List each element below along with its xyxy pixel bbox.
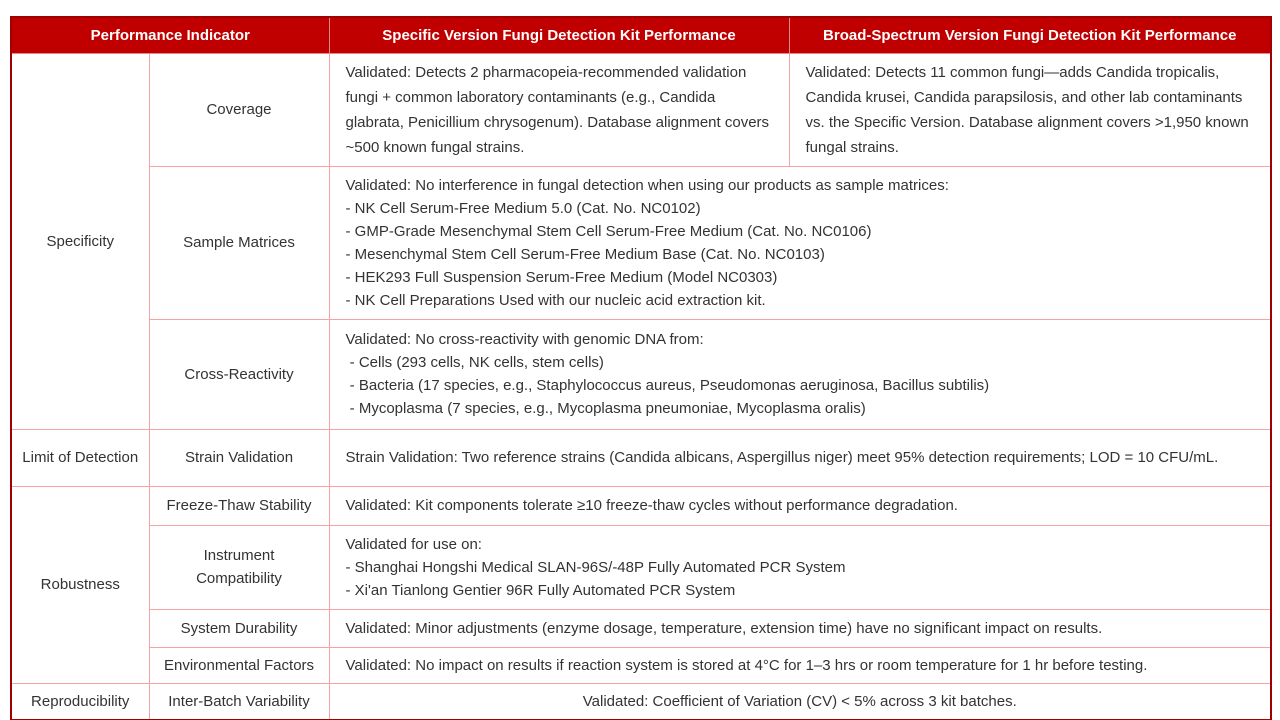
system-durability-text: Validated: Minor adjustments (enzyme dos… [345,619,1103,637]
cell-line: - Cells (293 cells, NK cells, stem cells… [345,354,604,371]
cell-line: - Shanghai Hongshi Medical SLAN-96S/-48P… [345,558,846,576]
header-broad-spectrum: Broad-Spectrum Version Fungi Detection K… [788,16,1272,54]
row-environmental-factors: Environmental Factors Validated: No impa… [11,646,1272,684]
indicator-system-durability: System Durability [148,608,330,648]
strain-validation-text: Strain Validation: Two reference strains… [345,449,1219,466]
indicator-instrument-compatibility: Instrument Compatibility [148,524,330,610]
system-durability-cell: Validated: Minor adjustments (enzyme dos… [328,608,1272,648]
header-specific-version: Specific Version Fungi Detection Kit Per… [328,16,790,54]
row-strain-validation: Limit of Detection Strain Validation Str… [10,428,1272,487]
row-cross-reactivity: Cross-Reactivity Validated: No cross-rea… [11,318,1272,430]
cell-line: Validated: No cross-reactivity with geno… [345,331,704,348]
cell-line: - Bacteria (17 species, e.g., Staphyloco… [345,377,990,394]
cell-line: Validated: No interference in fungal det… [345,176,949,194]
cell-line: Validated for use on: [345,535,482,553]
row-inter-batch: Reproducibility Inter-Batch Variability … [10,682,1272,720]
inter-batch-cell: Validated: Coefficient of Variation (CV)… [328,682,1272,720]
category-specificity: Specificity [10,52,150,430]
cell-line: - NK Cell Preparations Used with our nuc… [345,291,766,309]
category-limit-of-detection: Limit of Detection [10,428,150,487]
row-system-durability: System Durability Validated: Minor adjus… [11,608,1272,648]
row-sample-matrices: Sample Matrices Validated: No interferen… [11,165,1272,320]
indicator-coverage: Coverage [148,52,330,167]
environmental-factors-cell: Validated: No impact on results if react… [328,646,1272,684]
row-freeze-thaw: Robustness Freeze-Thaw Stability Validat… [10,485,1272,684]
indicator-sample-matrices: Sample Matrices [148,165,330,320]
freeze-thaw-text: Validated: Kit components tolerate ≥10 f… [345,497,958,514]
sample-matrices-cell: Validated: No interference in fungal det… [328,165,1272,320]
inter-batch-text: Validated: Coefficient of Variation (CV)… [582,692,1017,710]
environmental-factors-text: Validated: No impact on results if react… [345,656,1148,674]
category-robustness: Robustness [10,485,150,684]
header-row: Performance Indicator Specific Version F… [10,16,1272,54]
performance-table: Performance Indicator Specific Version F… [10,16,1272,720]
coverage-broad-text: Validated: Detects 11 common fungi—adds … [805,63,1249,156]
indicator-strain-validation: Strain Validation [148,428,330,487]
coverage-broad-cell: Validated: Detects 11 common fungi—adds … [788,52,1272,167]
cell-line: - NK Cell Serum-Free Medium 5.0 (Cat. No… [345,199,701,217]
cell-line: - GMP-Grade Mesenchymal Stem Cell Serum-… [345,222,872,240]
header-performance-indicator: Performance Indicator [10,16,330,54]
instrument-compatibility-cell: Validated for use on: - Shanghai Hongshi… [328,524,1272,610]
freeze-thaw-cell: Validated: Kit components tolerate ≥10 f… [328,485,1272,526]
coverage-specific-cell: Validated: Detects 2 pharmacopeia-recomm… [328,52,790,167]
row-instrument-compatibility: Instrument Compatibility Validated for u… [11,524,1272,610]
row-coverage: Specificity Coverage Validated: Detects … [10,52,1272,430]
indicator-inter-batch: Inter-Batch Variability [148,682,330,720]
indicator-freeze-thaw: Freeze-Thaw Stability [148,485,330,526]
cross-reactivity-cell: Validated: No cross-reactivity with geno… [328,318,1272,430]
cell-line: - Xi'an Tianlong Gentier 96R Fully Autom… [345,581,736,599]
category-reproducibility: Reproducibility [10,682,150,720]
cell-line: - Mycoplasma (7 species, e.g., Mycoplasm… [345,400,866,417]
indicator-cross-reactivity: Cross-Reactivity [148,318,330,430]
cell-line: - Mesenchymal Stem Cell Serum-Free Mediu… [345,245,825,263]
indicator-environmental-factors: Environmental Factors [148,646,330,684]
cell-line: - HEK293 Full Suspension Serum-Free Medi… [345,268,778,286]
coverage-specific-text: Validated: Detects 2 pharmacopeia-recomm… [345,63,770,156]
strain-validation-cell: Strain Validation: Two reference strains… [328,428,1272,487]
